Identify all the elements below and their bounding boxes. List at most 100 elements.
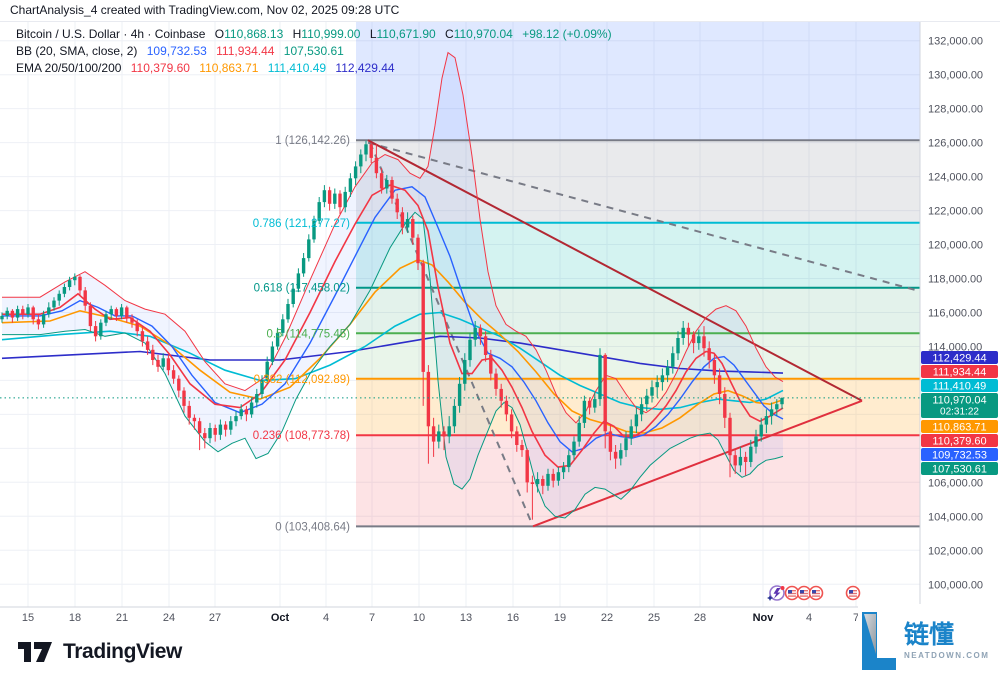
ema20-line [2, 184, 784, 468]
time-tick-label: 28 [694, 612, 706, 624]
bb_basis-line [2, 186, 784, 453]
bb_upper-line [2, 51, 784, 424]
fib-label: 0.382 (112,092.89) [254, 374, 351, 386]
time-tick-label: 7 [853, 612, 859, 624]
symbol-title: Bitcoin / U.S. Dollar · 4h · Coinbase [16, 27, 206, 41]
price-tick-label: 124,000.00 [928, 172, 983, 184]
event-icon-us-flag[interactable] [845, 585, 861, 601]
fib-zones [356, 22, 920, 527]
page-title: ChartAnalysis_4 created with TradingView… [10, 3, 400, 17]
price-tick-label: 116,000.00 [928, 308, 982, 320]
price-tag: 107,530.61 [921, 462, 998, 476]
time-tick-label: Nov [753, 612, 775, 624]
price-tick-label: 114,000.00 [928, 342, 982, 354]
svg-text:110,379.60: 110,379.60 [932, 436, 986, 448]
time-tick-label: 22 [601, 612, 613, 624]
fib-label: 0.236 (108,773.78) [253, 430, 350, 442]
bb-upper-value: 111,934.44 [216, 44, 275, 58]
price-tick-label: 120,000.00 [928, 240, 983, 252]
time-tick-label: Oct [271, 612, 290, 624]
price-tag: 112,429.44 [921, 351, 998, 365]
fib-label: 0.618 (117,458.02) [254, 283, 351, 295]
tradingview-wordmark: TradingView [63, 640, 182, 663]
price-tick-label: 100,000.00 [928, 579, 983, 591]
time-tick-label: 19 [554, 612, 566, 624]
time-tick-label: 24 [163, 612, 175, 624]
open-label: O [214, 27, 225, 41]
legend-ema-row[interactable]: EMA 20/50/100/200 110,379.60 110,863.71 … [16, 60, 612, 77]
svg-text:109,732.53: 109,732.53 [932, 450, 987, 462]
time-axis[interactable]: 15 18 21 24 27 Oct 4 7 10 13 16 19 22 25 28 Nov 4 7 [22, 612, 859, 624]
price-tick-label: 118,000.00 [928, 274, 982, 286]
time-tick-label: 25 [648, 612, 660, 624]
low-label: L [369, 27, 377, 41]
svg-text:110,863.71: 110,863.71 [932, 422, 986, 434]
legend-bb-row[interactable]: BB (20, SMA, close, 2) 109,732.53 111,93… [16, 43, 612, 60]
time-tick-label: 16 [507, 612, 519, 624]
candles [0, 140, 784, 520]
bb-basis-value: 109,732.53 [146, 44, 207, 58]
svg-text:02:31:22: 02:31:22 [940, 407, 979, 418]
fib-label: 0 (103,408.64) [275, 521, 350, 533]
neatdown-domain: NEATDOWN.COM [904, 651, 990, 660]
svg-text:112,429.44: 112,429.44 [932, 353, 986, 365]
close-label: C [445, 27, 454, 41]
time-tick-label: 10 [413, 612, 425, 624]
svg-text:110,970.04: 110,970.04 [932, 395, 986, 407]
fib-labels: 1 (126,142.26) 0.786 (121,277.27) 0.618 (1… [253, 135, 350, 533]
low-value: 110,671.90 [376, 27, 436, 41]
event-icon-bolt[interactable] [767, 585, 785, 601]
tradingview-logo[interactable]: TradingView [18, 640, 182, 664]
bb-fill [2, 52, 783, 518]
fib-label: 1 (126,142.26) [275, 135, 350, 147]
high-label: H [292, 27, 302, 41]
ema-label: EMA 20/50/100/200 [16, 61, 122, 75]
price-tick-label: 126,000.00 [928, 138, 983, 150]
legend-symbol-row[interactable]: Bitcoin / U.S. Dollar · 4h · Coinbase O 1… [16, 26, 612, 43]
event-icon-us-flag[interactable] [796, 585, 812, 601]
svg-text:111,410.49: 111,410.49 [933, 381, 986, 393]
price-tick-label: 104,000.00 [928, 511, 983, 523]
fib-label: 0.786 (121,277.27) [253, 218, 350, 230]
price-tick-label: 128,000.00 [928, 104, 983, 116]
price-chart-canvas[interactable]: 132,000.00 130,000.00 128,000.00 126,000.00… [0, 0, 1000, 632]
ema100-value: 111,410.49 [267, 61, 327, 75]
price-axis[interactable]: 132,000.00 130,000.00 128,000.00 126,000.00… [928, 36, 983, 592]
neatdown-mark-icon [862, 612, 896, 670]
time-tick-label: 4 [323, 612, 329, 624]
ema50-line [1, 258, 784, 434]
price-tick-label: 132,000.00 [928, 36, 983, 48]
time-tick-label: 4 [806, 612, 812, 624]
change-value: +98.12 (+0.09%) [522, 27, 612, 41]
svg-text:111,934.44: 111,934.44 [933, 367, 986, 379]
bb-label: BB (20, SMA, close, 2) [16, 44, 138, 58]
chart-legend: Bitcoin / U.S. Dollar · 4h · Coinbase O1… [16, 26, 612, 77]
price-tick-label: 122,000.00 [928, 206, 983, 218]
neatdown-cn-name: 链懂 [904, 621, 955, 649]
fib-level-lines[interactable] [356, 139, 920, 528]
time-tick-label: 13 [460, 612, 472, 624]
fib-label: 0.5 (114,775.45) [266, 328, 350, 340]
price-tick-label: 106,000.00 [928, 477, 983, 489]
event-icon-us-flag[interactable] [784, 585, 800, 601]
time-tick-label: 7 [369, 612, 375, 624]
price-tag: 110,379.60 [921, 434, 998, 448]
neatdown-logo[interactable]: 链懂 NEATDOWN.COM [858, 604, 1000, 678]
price-tag: 109,732.53 [921, 448, 998, 462]
tradingview-mark-icon [18, 641, 52, 662]
price-tag: 110,863.71 [921, 420, 998, 434]
time-tick-label: 21 [116, 612, 128, 624]
price-tick-label: 130,000.00 [928, 70, 983, 82]
event-icon-us-flag[interactable] [808, 585, 824, 601]
time-tick-label: 15 [22, 612, 34, 624]
bb_lower-line [2, 211, 784, 519]
title-bar: ChartAnalysis_4 created with TradingView… [0, 0, 1000, 22]
high-value: 110,999.00 [301, 27, 361, 41]
close-value: 110,970.04 [453, 27, 513, 41]
ema200-value: 112,429.44 [335, 61, 395, 75]
svg-text:107,530.61: 107,530.61 [932, 464, 987, 476]
ema20-value: 110,379.60 [130, 61, 190, 75]
time-tick-label: 27 [209, 612, 221, 624]
